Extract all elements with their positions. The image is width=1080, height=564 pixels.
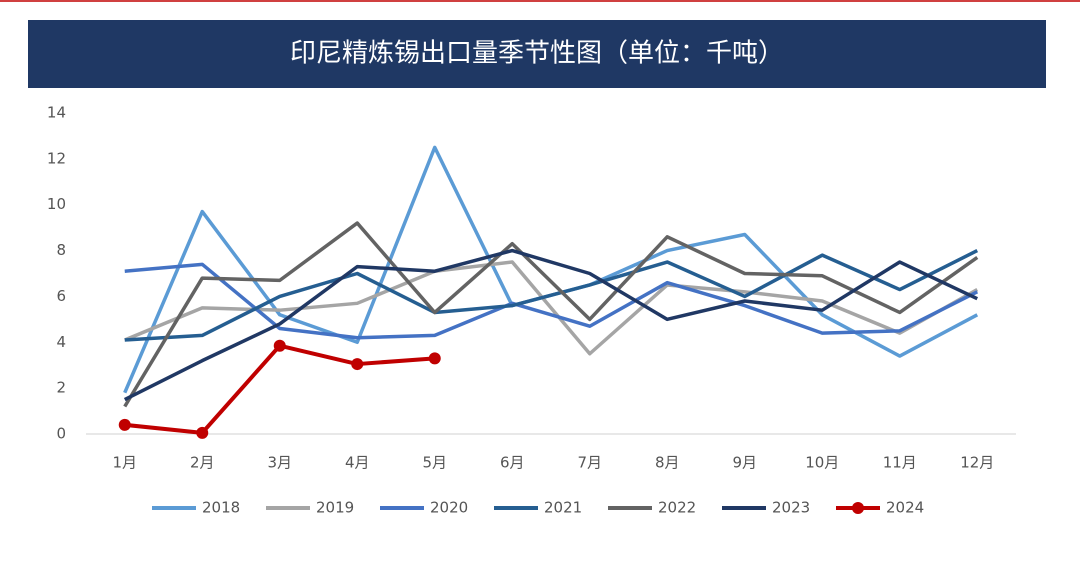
legend-label: 2020 xyxy=(430,499,468,517)
legend-label: 2022 xyxy=(658,499,696,517)
series-line xyxy=(123,221,979,408)
x-tick-label: 4月 xyxy=(345,454,370,472)
legend-label: 2024 xyxy=(886,499,924,517)
y-tick-label: 10 xyxy=(47,195,66,213)
x-tick-label: 7月 xyxy=(577,454,602,472)
y-tick-label: 6 xyxy=(56,287,66,305)
point xyxy=(273,339,286,352)
y-tick-label: 4 xyxy=(56,333,66,351)
x-tick-label: 11月 xyxy=(883,454,917,472)
x-tick-label: 5月 xyxy=(422,454,447,472)
point xyxy=(118,418,131,431)
x-tick-label: 6月 xyxy=(500,454,525,472)
series-line xyxy=(124,260,979,356)
series-line xyxy=(124,262,979,340)
legend-label: 2021 xyxy=(544,499,582,517)
legend-label: 2019 xyxy=(316,499,354,517)
legend-label: 2023 xyxy=(772,499,810,517)
x-tick-label: 2月 xyxy=(190,454,215,472)
x-tick-label: 9月 xyxy=(732,454,757,472)
chart-title: 印尼精炼锡出口量季节性图（单位：千吨） xyxy=(290,39,784,69)
point xyxy=(428,352,441,365)
x-tick-label: 8月 xyxy=(655,454,680,472)
series-line xyxy=(124,343,435,435)
y-tick-label: 2 xyxy=(56,379,66,397)
y-tick-label: 8 xyxy=(56,241,66,259)
y-tick-label: 12 xyxy=(47,149,66,167)
point xyxy=(196,426,209,439)
legend-marker xyxy=(852,502,864,514)
series-line xyxy=(123,248,978,402)
legend-label: 2018 xyxy=(202,499,240,517)
x-tick-label: 3月 xyxy=(267,454,292,472)
point xyxy=(351,358,364,371)
title-banner xyxy=(28,20,1046,88)
series-line xyxy=(123,145,979,394)
x-tick-label: 10月 xyxy=(805,454,839,472)
y-tick-label: 0 xyxy=(56,425,66,443)
x-tick-label: 1月 xyxy=(112,454,137,472)
x-tick-label: 12月 xyxy=(960,454,994,472)
y-tick-label: 14 xyxy=(47,104,66,122)
series-line xyxy=(124,249,979,342)
